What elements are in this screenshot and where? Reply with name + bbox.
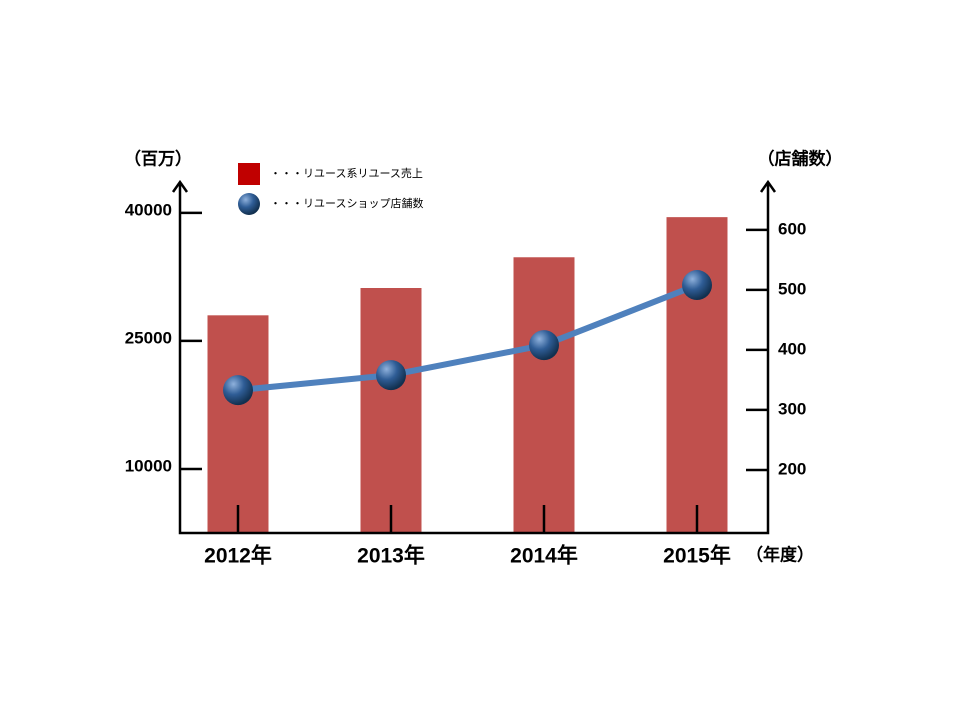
x-tick-label: 2013年 <box>357 544 425 568</box>
x-axis-unit: （年度） <box>746 544 814 564</box>
marker <box>682 270 712 301</box>
y2-tick-label: 200 <box>778 459 806 478</box>
bar <box>360 288 422 533</box>
legend-label: ・・・リユース系リユース売上 <box>270 167 423 180</box>
y-tick-label: 40000 <box>125 200 172 219</box>
y-tick-label: 10000 <box>125 456 172 475</box>
legend-swatch <box>238 193 260 215</box>
y2-tick-label: 600 <box>778 219 806 238</box>
axes <box>171 179 777 535</box>
marker <box>223 375 253 406</box>
y2-tick-label: 400 <box>778 339 806 358</box>
legend-swatch <box>238 163 260 185</box>
marker <box>376 360 406 391</box>
x-tick-label: 2012年 <box>204 544 272 568</box>
y-tick-label: 25000 <box>125 328 172 347</box>
bar <box>666 217 728 533</box>
y-axis-unit: （百万） <box>124 148 192 168</box>
bar <box>513 257 575 533</box>
legend-label: ・・・リユースショップ店舗数 <box>270 196 423 210</box>
y2-tick-label: 500 <box>778 279 806 298</box>
y2-axis-unit: （店舗数） <box>758 148 843 168</box>
plot <box>207 217 728 533</box>
x-tick-label: 2015年 <box>663 544 731 568</box>
line <box>237 282 699 394</box>
y2-tick-label: 300 <box>778 399 806 418</box>
bar <box>207 315 269 533</box>
marker <box>529 330 559 361</box>
x-tick-label: 2014年 <box>510 544 578 568</box>
